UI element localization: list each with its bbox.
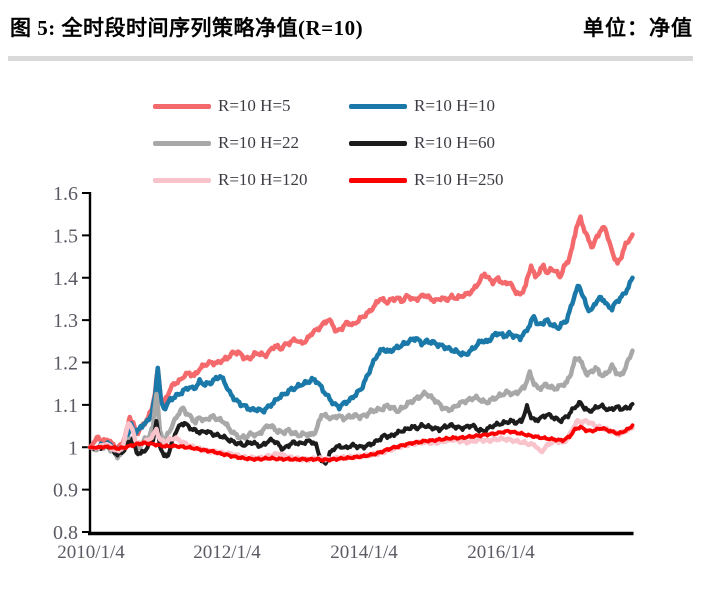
legend-line-swatch: [349, 103, 407, 109]
y-axis-tick-label: 1.2: [53, 353, 78, 375]
series-line-r-10-h-5: [87, 214, 635, 451]
legend-label: R=10 H=5: [218, 96, 291, 115]
legend-item-r-10-h-250: R=10 H=250: [349, 169, 504, 191]
y-axis-tick-label: 1.1: [53, 395, 78, 417]
legend-item-r-10-h-5: R=10 H=5: [153, 95, 349, 117]
y-axis-tick-label: 0.9: [53, 480, 78, 502]
legend-label: R=10 H=22: [218, 133, 300, 152]
series-line-r-10-h-10: [87, 275, 635, 453]
legend-item-r-10-h-22: R=10 H=22: [153, 132, 349, 154]
y-axis-tick-label: 1.3: [53, 310, 78, 332]
series-line-r-10-h-60: [88, 399, 635, 466]
legend-label: R=10 H=10: [414, 96, 496, 115]
figure-header: 图 5: 全时段时间序列策略净值(R=10) 单位：净值: [10, 12, 693, 42]
legend-label: R=10 H=120: [218, 170, 308, 189]
y-axis-tick-label: 1.4: [53, 268, 78, 290]
series-line-r-10-h-250: [88, 423, 635, 463]
chart-legend: R=10 H=5 R=10 H=10 R=10 H=22 R=10 H=60 R=10 …: [153, 95, 504, 191]
legend-item-r-10-h-60: R=10 H=60: [349, 132, 504, 154]
legend-line-swatch: [349, 140, 407, 146]
y-axis-tick-label: 1.6: [53, 183, 78, 205]
title-divider: [8, 56, 693, 61]
x-axis-tick-label: 2016/1/4: [467, 542, 535, 563]
x-axis-tick-label: 2014/1/4: [330, 542, 398, 563]
legend-label: R=10 H=250: [414, 170, 504, 189]
legend-item-r-10-h-10: R=10 H=10: [349, 95, 504, 117]
y-axis-tick-label: 1: [68, 437, 78, 459]
series-line-r-10-h-22: [87, 348, 635, 461]
unit-label: 单位：净值: [583, 16, 693, 40]
legend-item-r-10-h-120: R=10 H=120: [153, 169, 349, 191]
x-axis-tick-label: 2012/1/4: [193, 542, 261, 563]
figure-title: 图 5: 全时段时间序列策略净值(R=10): [10, 16, 364, 40]
x-axis-tick-label: 2010/1/4: [57, 542, 125, 563]
legend-line-swatch: [349, 177, 407, 183]
y-axis-tick-label: 0.8: [53, 522, 78, 544]
y-axis-tick-label: 1.5: [53, 225, 78, 247]
legend-label: R=10 H=60: [414, 133, 496, 152]
legend-line-swatch: [153, 140, 211, 146]
legend-line-swatch: [153, 177, 211, 183]
legend-line-swatch: [153, 103, 211, 109]
